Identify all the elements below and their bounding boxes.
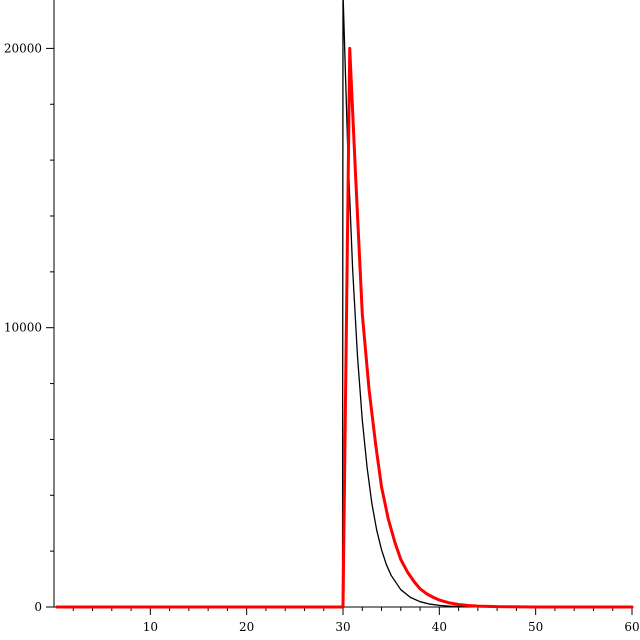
y-tick-label: 20000: [4, 41, 42, 55]
x-ticks: 10 20 30 40 50 60: [72, 607, 640, 634]
y-tick-label: 0: [34, 600, 42, 614]
x-tick-label: 40: [432, 620, 447, 634]
x-tick-label: 50: [528, 620, 543, 634]
y-axis: 0 10000 20000: [4, 0, 55, 614]
x-tick-label: 10: [143, 620, 158, 634]
y-tick-label: 10000: [4, 321, 42, 335]
x-tick-label: 60: [624, 620, 639, 634]
x-tick-label: 30: [335, 620, 350, 634]
series-layer: [55, 0, 634, 609]
x-axis: 10 20 30 40 50 60: [54, 606, 640, 634]
x-tick-label: 20: [239, 620, 254, 634]
y-ticks: 0 10000 20000: [4, 41, 54, 614]
series-line-red: [55, 46, 634, 609]
